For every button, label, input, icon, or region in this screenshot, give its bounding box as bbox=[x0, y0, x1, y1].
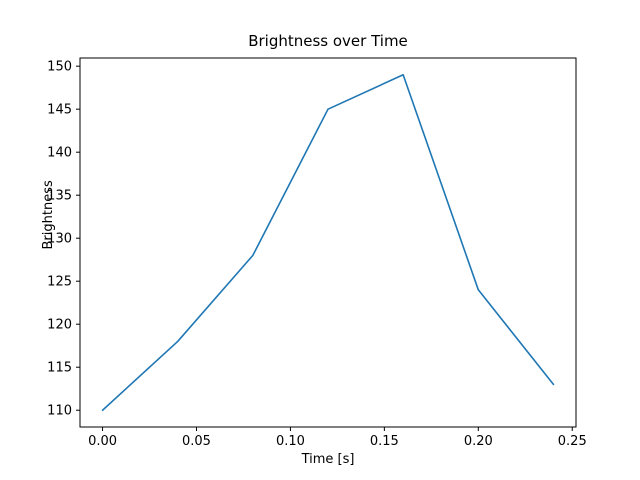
y-tick-label: 125 bbox=[47, 275, 72, 290]
y-tick-label: 110 bbox=[47, 404, 72, 419]
chart-title: Brightness over Time bbox=[248, 32, 408, 50]
x-tick-label: 0.25 bbox=[558, 434, 587, 449]
x-axis-label: Time [s] bbox=[301, 452, 355, 467]
y-axis-label: Brightness bbox=[41, 180, 57, 250]
x-tick-label: 0.00 bbox=[88, 434, 117, 449]
y-tick-label: 115 bbox=[47, 361, 72, 376]
x-tick-label: 0.15 bbox=[370, 434, 399, 449]
data-line-series bbox=[101, 73, 555, 412]
y-tick-label: 135 bbox=[47, 189, 72, 204]
y-tick-label: 130 bbox=[47, 232, 72, 247]
y-tick-label: 150 bbox=[47, 60, 72, 75]
x-tick-label: 0.05 bbox=[182, 434, 211, 449]
axes-spines bbox=[79, 57, 577, 428]
y-tick-label: 145 bbox=[47, 103, 72, 118]
x-tick-label: 0.20 bbox=[464, 434, 493, 449]
y-tick-label: 140 bbox=[47, 146, 72, 161]
x-tick-label: 0.10 bbox=[276, 434, 305, 449]
y-tick-label: 120 bbox=[47, 318, 72, 333]
